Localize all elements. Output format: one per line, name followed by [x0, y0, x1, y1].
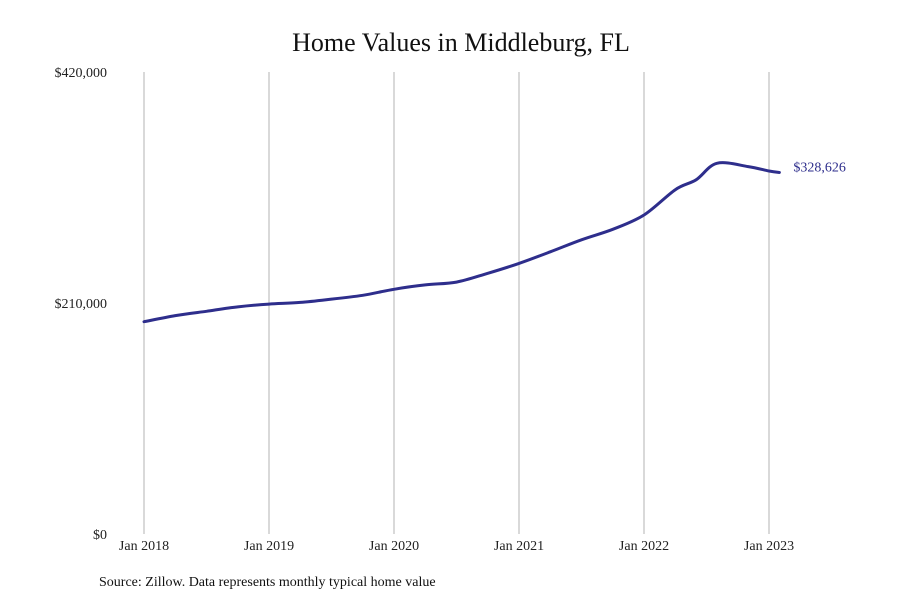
- series-group: $328,626: [142, 161, 846, 324]
- grid-lines: [143, 72, 770, 534]
- x-tick-label: Jan 2021: [494, 539, 544, 554]
- y-axis-ticks: $0 $210,000 $420,000: [55, 66, 108, 543]
- x-axis-ticks: Jan 2018 Jan 2019 Jan 2020 Jan 2021 Jan 2022…: [119, 539, 794, 554]
- series-end-label: $328,626: [793, 161, 846, 176]
- y-tick-label: $210,000: [55, 297, 108, 312]
- series-line: [142, 161, 781, 324]
- y-tick-label: $0: [93, 528, 107, 543]
- x-tick-label: Jan 2018: [119, 539, 169, 554]
- x-tick-label: Jan 2019: [244, 539, 294, 554]
- x-tick-label: Jan 2020: [369, 539, 419, 554]
- chart-title: Home Values in Middleburg, FL: [292, 28, 630, 57]
- y-tick-label: $420,000: [55, 66, 108, 81]
- x-tick-label: Jan 2023: [744, 539, 794, 554]
- source-note: Source: Zillow. Data represents monthly …: [99, 575, 436, 590]
- x-tick-label: Jan 2022: [619, 539, 669, 554]
